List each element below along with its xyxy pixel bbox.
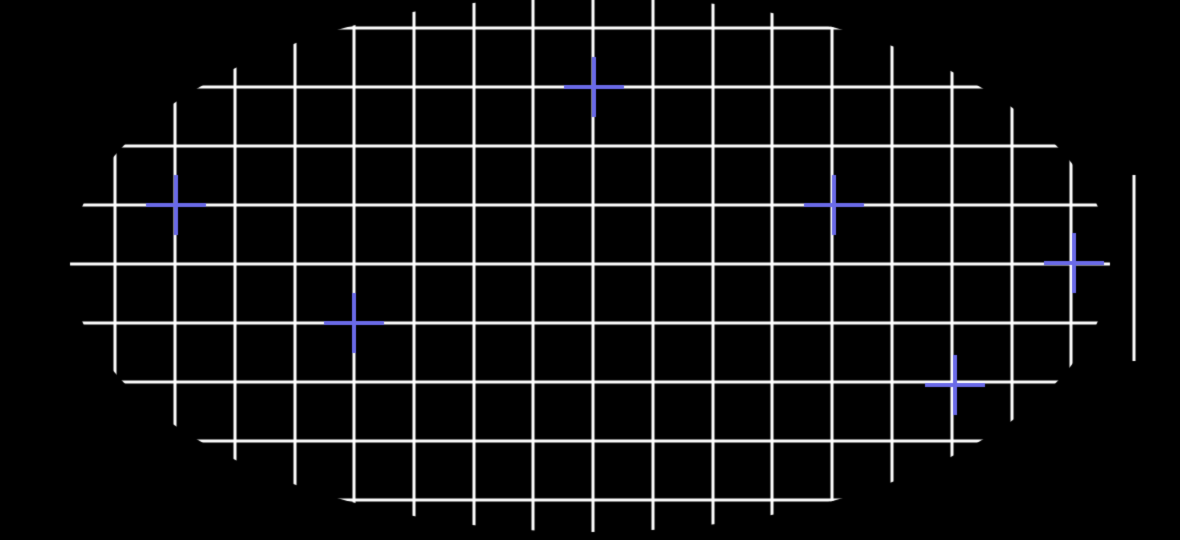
visualization-root [0, 0, 1180, 540]
grid-mesh-plot-canvas[interactable] [0, 0, 1180, 540]
